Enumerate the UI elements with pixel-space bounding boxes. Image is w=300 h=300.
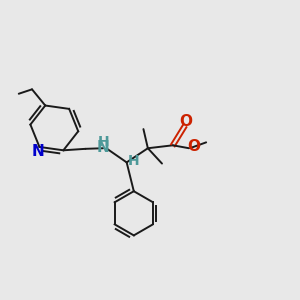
Text: N: N — [32, 144, 44, 159]
Text: O: O — [179, 114, 192, 129]
Text: H: H — [127, 154, 139, 168]
Text: N: N — [97, 140, 110, 155]
Text: O: O — [187, 139, 200, 154]
Text: H: H — [97, 135, 109, 149]
